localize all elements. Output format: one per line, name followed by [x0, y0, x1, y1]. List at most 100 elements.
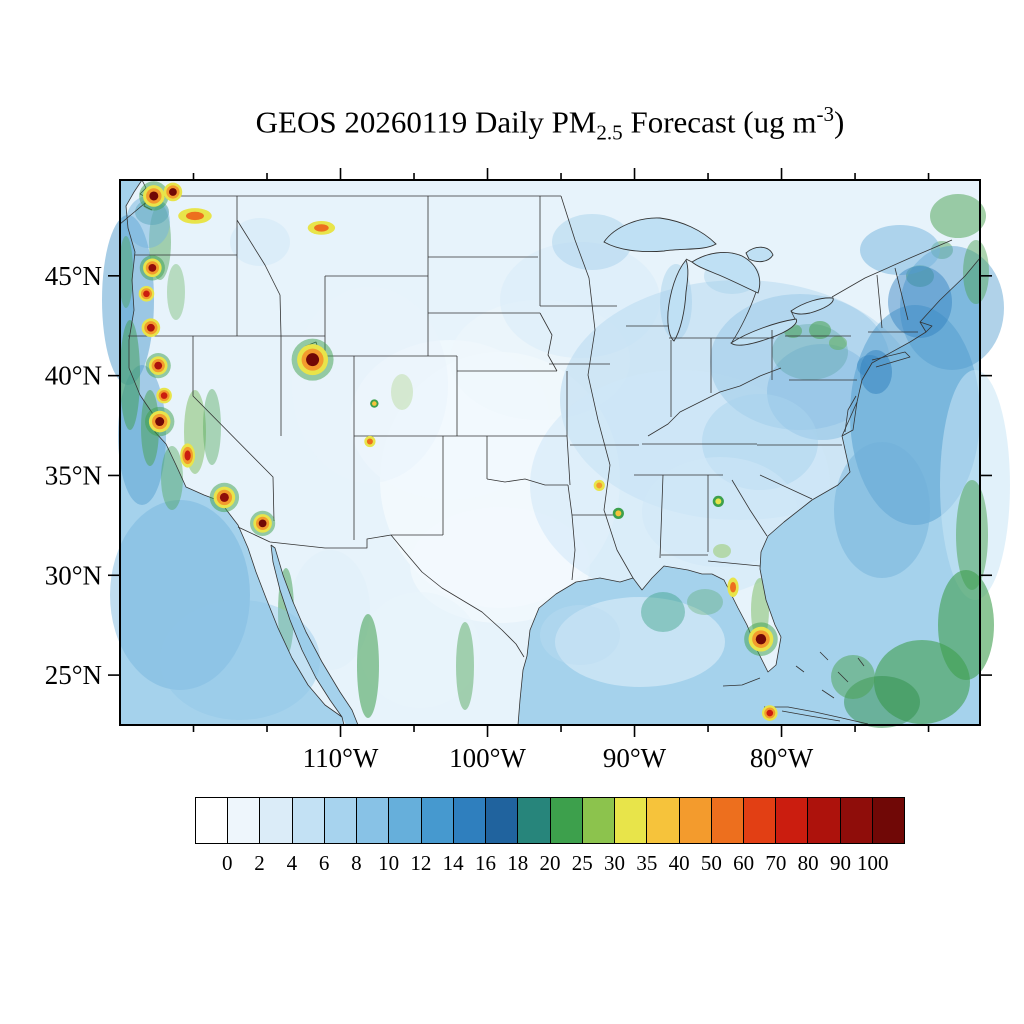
caribbean-islands [764, 651, 869, 725]
hotspot [596, 482, 603, 489]
colorbar-cell [647, 798, 680, 843]
pacific-ocean [120, 180, 344, 725]
lake-ontario [790, 297, 834, 315]
pm25-map: 110°W 100°W 90°W 80°W 45°N 40°N 35°N 30°N 25°N [45, 168, 1010, 773]
lake-huron [691, 251, 761, 294]
axis-tick-label: 30°N [45, 560, 102, 590]
hotspot [615, 510, 622, 517]
colorbar-tick-label: 2 [254, 851, 265, 875]
colorbar-tick-label: 8 [351, 851, 362, 875]
colorbar-cell [421, 798, 454, 843]
hotspot-layer [138, 181, 778, 721]
hotspot [185, 211, 204, 221]
colorbar-cell [582, 798, 616, 843]
colorbar-tick-label: 80 [797, 851, 819, 875]
great-lakes [603, 217, 834, 346]
colorbar-tick-label: 0 [222, 851, 233, 875]
lake-superior [603, 217, 717, 253]
hotspot [730, 581, 737, 593]
colorbar: 0 2 4 6 8 10 12 14 16 18 20 25 30 35 40 50 60 70 80 90 100 [195, 797, 905, 876]
colorbar-cell [743, 798, 777, 843]
colorbar-tick-label: 90 [829, 851, 851, 875]
axis-tick-label: 45°N [45, 261, 102, 291]
colorbar-tick-label: 50 [700, 851, 722, 875]
colorbar-cell [679, 798, 712, 843]
colorbar-cell [550, 798, 583, 843]
hotspot [306, 353, 320, 367]
colorbar-cell [357, 798, 390, 843]
colorbar-cell [486, 798, 519, 843]
state-borders-west [128, 195, 617, 658]
title-subscript: 2.5 [596, 120, 623, 145]
colorbar-cell [324, 798, 358, 843]
colorbar-labels: 0 2 4 6 8 10 12 14 16 18 20 25 30 35 40 50 60 70 80 90 100 [195, 844, 905, 876]
colorbar-cell [518, 798, 551, 843]
lake-michigan [667, 259, 689, 342]
colorbar-cell [711, 798, 744, 843]
colorbar-cell [872, 798, 905, 843]
axis-tick-label: 40°N [45, 361, 102, 391]
colorbar-tick-label: 10 [378, 851, 400, 875]
colorbar-cell [228, 798, 261, 843]
colorbar-tick-label: 40 [668, 851, 690, 875]
hotspot [372, 401, 377, 406]
colorbar-tick-label: 16 [474, 851, 496, 875]
colorbar-tick-label: 30 [604, 851, 626, 875]
colorbar-tick-label: 20 [539, 851, 561, 875]
hotspot [366, 438, 373, 445]
axis-tick-label: 90°W [603, 743, 667, 773]
colorbar-cell [840, 798, 873, 843]
colorbar-cell [260, 798, 293, 843]
colorbar-tick-label: 35 [636, 851, 658, 875]
lake-erie [730, 318, 797, 346]
axis-tick-label: 80°W [750, 743, 814, 773]
colorbar-tick-label: 14 [442, 851, 464, 875]
map-frame [119, 179, 981, 726]
axis-tick-label: 110°W [303, 743, 379, 773]
colorbar-cells [195, 797, 905, 844]
georgian-bay [745, 246, 774, 263]
axis-ticks: 110°W 100°W 90°W 80°W 45°N 40°N 35°N 30°N 25°N [45, 168, 992, 773]
map-panel: 110°W 100°W 90°W 80°W 45°N 40°N 35°N 30°N 25°N [45, 168, 1010, 773]
canada-stlawrence [685, 239, 953, 343]
colorbar-tick-label: 60 [733, 851, 755, 875]
hotspot [755, 633, 767, 645]
axis-tick-label: 100°W [449, 743, 526, 773]
colorbar-cell [615, 798, 648, 843]
hotspot [149, 191, 159, 201]
hotspot [715, 498, 722, 505]
hotspot [143, 290, 150, 298]
colorbar-cell [389, 798, 422, 843]
colorbar-cell [196, 798, 229, 843]
title-mid: Forecast (ug m [622, 104, 817, 140]
title-prefix: GEOS 20260119 Daily PM [255, 104, 597, 140]
axis-tick-label: 35°N [45, 460, 102, 490]
hotspot [184, 450, 191, 461]
colorbar-tick-label: 25 [571, 851, 593, 875]
title-suffix: ) [834, 104, 845, 140]
coastline [125, 179, 981, 726]
title-superscript: -3 [816, 102, 835, 126]
colorbar-cell [453, 798, 487, 843]
colorbar-tick-label: 100 [856, 851, 889, 875]
colorbar-tick-label: 12 [410, 851, 432, 875]
hotspot [155, 417, 165, 427]
hotspot [314, 224, 329, 232]
axis-tick-label: 25°N [45, 660, 102, 690]
hotspot [160, 392, 168, 399]
hotspot [146, 323, 155, 332]
colorbar-tick-label: 70 [765, 851, 787, 875]
hotspot [219, 492, 229, 502]
hotspot [154, 361, 163, 370]
colorbar-cell [808, 798, 841, 843]
colorbar-tick-label: 6 [318, 851, 330, 875]
hotspot [169, 188, 177, 196]
hotspot [766, 709, 774, 717]
colorbar-cell [292, 798, 325, 843]
colorbar-tick-label: 4 [286, 851, 298, 875]
gulf-of-california [271, 545, 358, 725]
hotspot [148, 263, 157, 272]
land-washes [135, 199, 953, 718]
page-title: GEOS 20260119 Daily PM2.5 Forecast (ug m… [120, 102, 980, 146]
